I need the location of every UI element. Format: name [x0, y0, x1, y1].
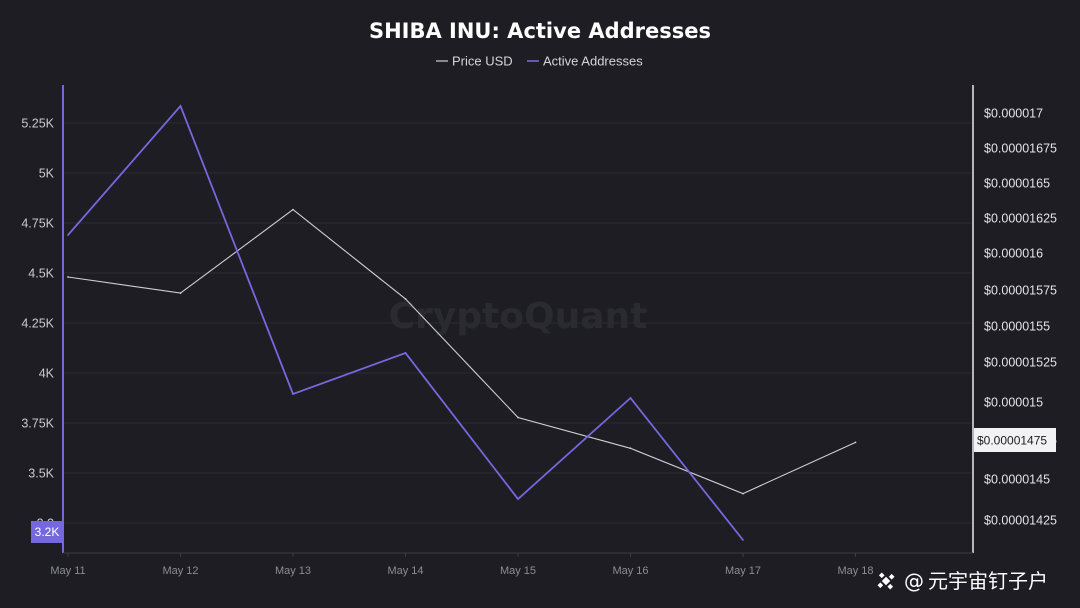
- chart-title: SHIBA INU: Active Addresses: [369, 19, 711, 43]
- y-left-tick-label: 4.25K: [21, 317, 54, 331]
- brand-name: 元宇宙钉子户: [928, 569, 1048, 593]
- series-line-price-usd: [67, 208, 856, 495]
- data-point-active-addresses: [67, 234, 69, 236]
- y-left-tick-label: 5K: [39, 167, 55, 181]
- series: [67, 104, 857, 541]
- data-point-price-usd: [179, 292, 182, 294]
- data-point-active-addresses: [292, 393, 294, 395]
- x-tick-label: May 13: [275, 565, 311, 577]
- x-tick-label: May 11: [50, 565, 85, 577]
- x-tick-label: May 18: [837, 565, 873, 577]
- data-point-active-addresses: [517, 498, 519, 500]
- y-left-tick-label: 4K: [39, 367, 55, 381]
- y-right-tick-label: $0.000016: [984, 247, 1043, 261]
- data-point-price-usd: [292, 208, 294, 211]
- legend[interactable]: Price USD Active Addresses: [436, 54, 643, 69]
- left-last-value-tag-bg: [31, 521, 63, 543]
- y-right-tick-label: $0.000015: [984, 396, 1043, 410]
- data-point-price-usd: [517, 416, 519, 419]
- watermark: CryptoQuant: [389, 296, 648, 337]
- data-point-active-addresses: [629, 397, 632, 399]
- data-point-active-addresses: [742, 539, 744, 541]
- x-tick-label: May 15: [500, 565, 536, 577]
- y-left-tick-label: 3.5K: [28, 467, 54, 481]
- data-point-price-usd: [629, 447, 632, 450]
- grid: [63, 122, 973, 524]
- right-last-value-tag-bg: [974, 428, 1056, 452]
- y-right-tick-label: $0.00001675: [984, 142, 1057, 156]
- x-tick-label: May 12: [162, 565, 198, 577]
- y-right-tick-label: $0.0000165: [984, 177, 1050, 191]
- data-point-price-usd: [404, 298, 407, 300]
- y-left-tick-label: 3.75K: [21, 417, 54, 431]
- data-point-price-usd: [854, 441, 857, 444]
- x-tick-label: May 17: [725, 565, 761, 577]
- y-left-tick-label: 4.5K: [28, 267, 54, 281]
- right-last-value-tag: $0.00001475: [977, 434, 1047, 448]
- y-right-tick-label: $0.0000145: [984, 473, 1050, 487]
- y-right-tick-label: $0.000017: [984, 107, 1043, 121]
- legend-label-active-addresses[interactable]: Active Addresses: [543, 54, 643, 69]
- y-right-tick-label: $0.00001575: [984, 284, 1057, 298]
- x-tick-label: May 14: [387, 565, 423, 577]
- left-last-value-tag: 3.2K: [35, 525, 60, 539]
- data-point-active-addresses: [179, 105, 182, 107]
- y-left-tick-label: 4.75K: [21, 217, 54, 231]
- data-point-price-usd: [67, 276, 69, 278]
- y-left-tick-label: 5.25K: [21, 117, 54, 131]
- data-point-price-usd: [742, 492, 744, 495]
- y-right-tick-label: $0.00001525: [984, 356, 1057, 370]
- y-right-tick-label: $0.0000155: [984, 320, 1050, 334]
- y-right-tick-label: $0.00001425: [984, 514, 1057, 528]
- y-right-tick-label: $0.00001625: [984, 212, 1057, 226]
- at-icon: @: [904, 569, 924, 593]
- data-point-active-addresses: [404, 352, 407, 354]
- legend-label-price[interactable]: Price USD: [452, 54, 513, 69]
- value-tags: 3.2K $0.00001475: [31, 428, 1056, 543]
- x-tick-label: May 16: [612, 565, 648, 577]
